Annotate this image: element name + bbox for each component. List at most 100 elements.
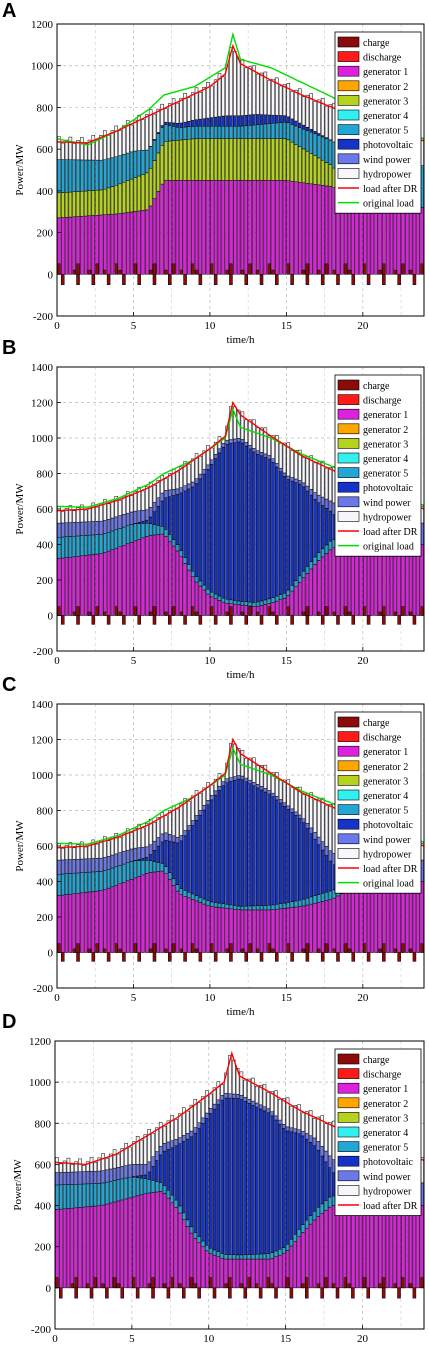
- legend-swatch-discharge: [337, 1068, 360, 1079]
- bar-wind-power: [248, 445, 252, 450]
- bar-hydropower: [320, 1115, 324, 1147]
- bar-charge: [382, 606, 386, 616]
- bar-hydropower: [135, 1136, 140, 1165]
- x-tick-label: 10: [204, 992, 216, 1004]
- legend-label: generator 2: [363, 1099, 408, 1110]
- bar-photovoltaic: [190, 486, 195, 572]
- bar-photovoltaic: [151, 1165, 155, 1181]
- y-tick-label: 200: [37, 228, 54, 240]
- bar-generator-5: [285, 1243, 290, 1251]
- bar-hydropower: [301, 96, 306, 126]
- legend-label: charge: [363, 381, 390, 392]
- panel-a: A 0 5 10 15 20 -200 0 200 400 600 800 1000 1200 time/…: [0, 0, 429, 346]
- bar-wind-power: [221, 781, 226, 786]
- bar-wind-power: [148, 506, 153, 518]
- bar-generator-1: [389, 203, 394, 275]
- bar-photovoltaic: [158, 1154, 163, 1183]
- bar-hydropower: [248, 419, 252, 446]
- bar-discharge: [244, 952, 248, 962]
- bar-wind-power: [179, 487, 184, 494]
- bar-charge: [95, 606, 99, 616]
- bar-generator-1: [289, 1245, 294, 1289]
- bar-wind-power: [160, 492, 164, 502]
- bar-discharge: [397, 1287, 401, 1299]
- bar-photovoltaic: [240, 779, 245, 907]
- bar-charge: [229, 606, 233, 616]
- bar-generator-5: [293, 1234, 298, 1242]
- bar-generator-1: [240, 180, 245, 275]
- bar-generator-3: [152, 160, 157, 199]
- bar-generator-1: [210, 180, 214, 275]
- bar-discharge: [320, 274, 325, 285]
- bar-hydropower: [240, 411, 245, 440]
- bar-generator-1: [125, 880, 130, 953]
- bar-generator-5: [271, 597, 275, 603]
- bar-generator-5: [89, 1183, 94, 1207]
- bar-wind-power: [212, 1103, 217, 1110]
- bar-generator-5: [320, 893, 325, 902]
- bar-wind-power: [266, 1108, 271, 1113]
- y-tick-label: 1200: [31, 398, 54, 410]
- bar-generator-5: [202, 584, 206, 591]
- bar-generator-5: [137, 860, 141, 877]
- bar-generator-5: [304, 1219, 309, 1229]
- bar-generator-3: [317, 157, 321, 186]
- x-axis-label: time/h: [226, 334, 255, 346]
- bar-wind-power: [282, 472, 287, 477]
- bar-charge: [225, 948, 229, 953]
- bar-generator-5: [87, 871, 92, 893]
- bars: [57, 743, 424, 962]
- bar-hydropower: [68, 842, 73, 860]
- bar-photovoltaic: [251, 1104, 255, 1255]
- bar-discharge: [152, 274, 157, 285]
- bar-hydropower: [313, 101, 317, 132]
- bar-photovoltaic: [313, 838, 317, 896]
- bar-hydropower: [212, 1087, 217, 1105]
- bar-wind-power: [233, 776, 237, 781]
- bar-generator-1: [83, 555, 88, 616]
- bar-photovoltaic: [297, 122, 302, 128]
- bar-generator-1: [351, 1205, 355, 1289]
- bar-wind-power: [198, 473, 203, 480]
- bar-discharge: [289, 1287, 294, 1299]
- bar-photovoltaic: [271, 462, 275, 598]
- bar-hydropower: [164, 815, 168, 834]
- chart-d: 05101520-200020040060080010001200time/hP…: [12, 1036, 425, 1345]
- bar-photovoltaic: [171, 841, 176, 879]
- legend-label: original load: [363, 879, 414, 890]
- bar-generator-5: [76, 159, 80, 192]
- bar-hydropower: [156, 480, 161, 499]
- bar-photovoltaic: [213, 794, 218, 903]
- bar-wind-power: [267, 455, 271, 460]
- y-tick-label: 1000: [31, 770, 54, 782]
- bar-discharge: [336, 274, 340, 285]
- bar-hydropower: [236, 56, 241, 117]
- bar-generator-1: [132, 1196, 136, 1289]
- bar-generator-5: [76, 535, 80, 557]
- bar-charge: [164, 948, 168, 953]
- bar-discharge: [137, 274, 141, 285]
- bar-hydropower: [202, 86, 206, 119]
- y-tick-label: 200: [37, 575, 54, 587]
- bar-generator-1: [343, 546, 348, 616]
- bar-generator-1: [183, 180, 187, 275]
- bar-hydropower: [95, 506, 99, 522]
- bar-discharge: [305, 615, 310, 625]
- bar-generator-5: [202, 898, 206, 905]
- x-tick-label: 20: [357, 655, 369, 667]
- bar-generator-5: [221, 125, 226, 139]
- bar-discharge: [76, 952, 80, 962]
- bar-wind-power: [141, 510, 145, 522]
- bar-photovoltaic: [274, 1119, 278, 1252]
- bar-hydropower: [275, 435, 279, 464]
- bar-generator-1: [91, 554, 96, 616]
- bar-hydropower: [141, 119, 145, 151]
- bar-photovoltaic: [160, 500, 164, 527]
- bar-hydropower: [271, 772, 275, 794]
- bar-hydropower: [317, 99, 321, 134]
- bar-discharge: [412, 952, 417, 962]
- bar-charge: [324, 606, 329, 616]
- bar-photovoltaic: [145, 519, 149, 524]
- bar-generator-1: [290, 180, 294, 275]
- bar-photovoltaic: [210, 463, 214, 593]
